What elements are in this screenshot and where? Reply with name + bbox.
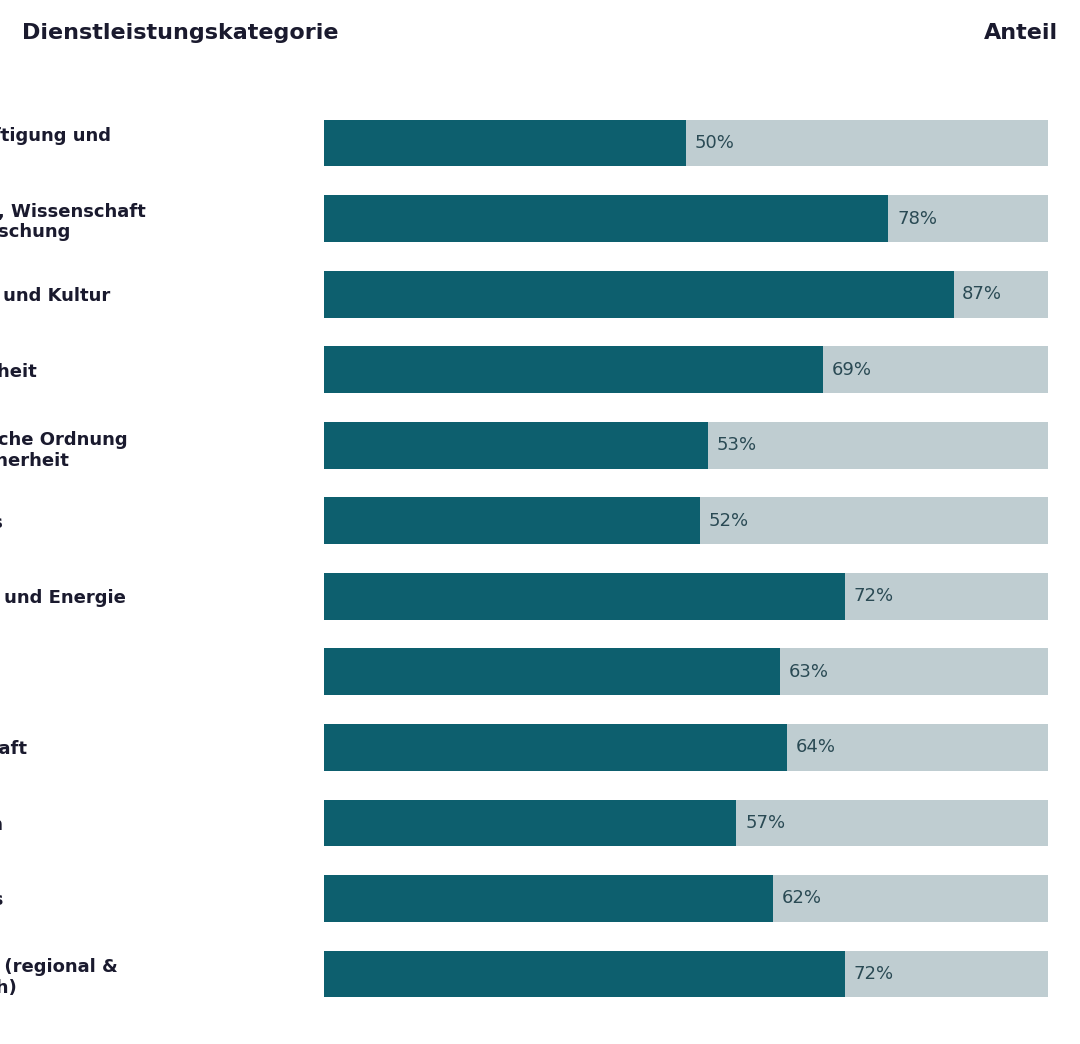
Bar bbox=[324, 195, 889, 242]
Text: 72%: 72% bbox=[853, 588, 894, 606]
Bar bbox=[324, 347, 823, 394]
Bar bbox=[845, 951, 1048, 997]
Text: 62%: 62% bbox=[781, 889, 821, 907]
Bar bbox=[823, 347, 1048, 394]
Bar bbox=[324, 648, 780, 695]
Text: 52%: 52% bbox=[708, 512, 750, 529]
Text: 64%: 64% bbox=[796, 738, 836, 757]
Bar bbox=[787, 723, 1048, 770]
Bar bbox=[324, 875, 772, 922]
Bar bbox=[324, 497, 700, 544]
Text: Anteil: Anteil bbox=[984, 23, 1058, 43]
Bar bbox=[324, 800, 737, 847]
Text: 69%: 69% bbox=[832, 360, 872, 379]
Bar bbox=[324, 951, 845, 997]
Bar bbox=[324, 573, 845, 620]
Bar bbox=[845, 573, 1048, 620]
Bar bbox=[324, 422, 707, 469]
Bar bbox=[772, 875, 1048, 922]
Bar bbox=[324, 120, 686, 166]
Bar bbox=[737, 800, 1048, 847]
Bar bbox=[889, 195, 1048, 242]
Text: 50%: 50% bbox=[694, 134, 734, 152]
Bar bbox=[324, 723, 787, 770]
Bar bbox=[954, 270, 1048, 317]
Bar bbox=[780, 648, 1048, 695]
Text: 57%: 57% bbox=[745, 814, 785, 832]
Bar bbox=[686, 120, 1048, 166]
Text: 78%: 78% bbox=[897, 210, 937, 228]
Text: 87%: 87% bbox=[962, 285, 1002, 303]
Text: 63%: 63% bbox=[788, 663, 828, 681]
Bar bbox=[700, 497, 1048, 544]
Text: Dienstleistungskategorie: Dienstleistungskategorie bbox=[22, 23, 338, 43]
Text: 53%: 53% bbox=[716, 436, 756, 454]
Bar bbox=[707, 422, 1048, 469]
Text: 72%: 72% bbox=[853, 965, 894, 983]
Bar bbox=[324, 270, 954, 317]
